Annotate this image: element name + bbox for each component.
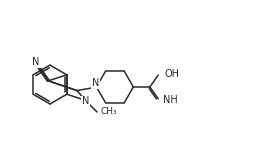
Text: CH₃: CH₃: [100, 107, 117, 116]
Text: OH: OH: [164, 70, 179, 79]
Text: N: N: [92, 78, 100, 88]
Text: N: N: [32, 57, 40, 67]
Text: NH: NH: [163, 95, 178, 105]
Text: N: N: [82, 96, 89, 106]
